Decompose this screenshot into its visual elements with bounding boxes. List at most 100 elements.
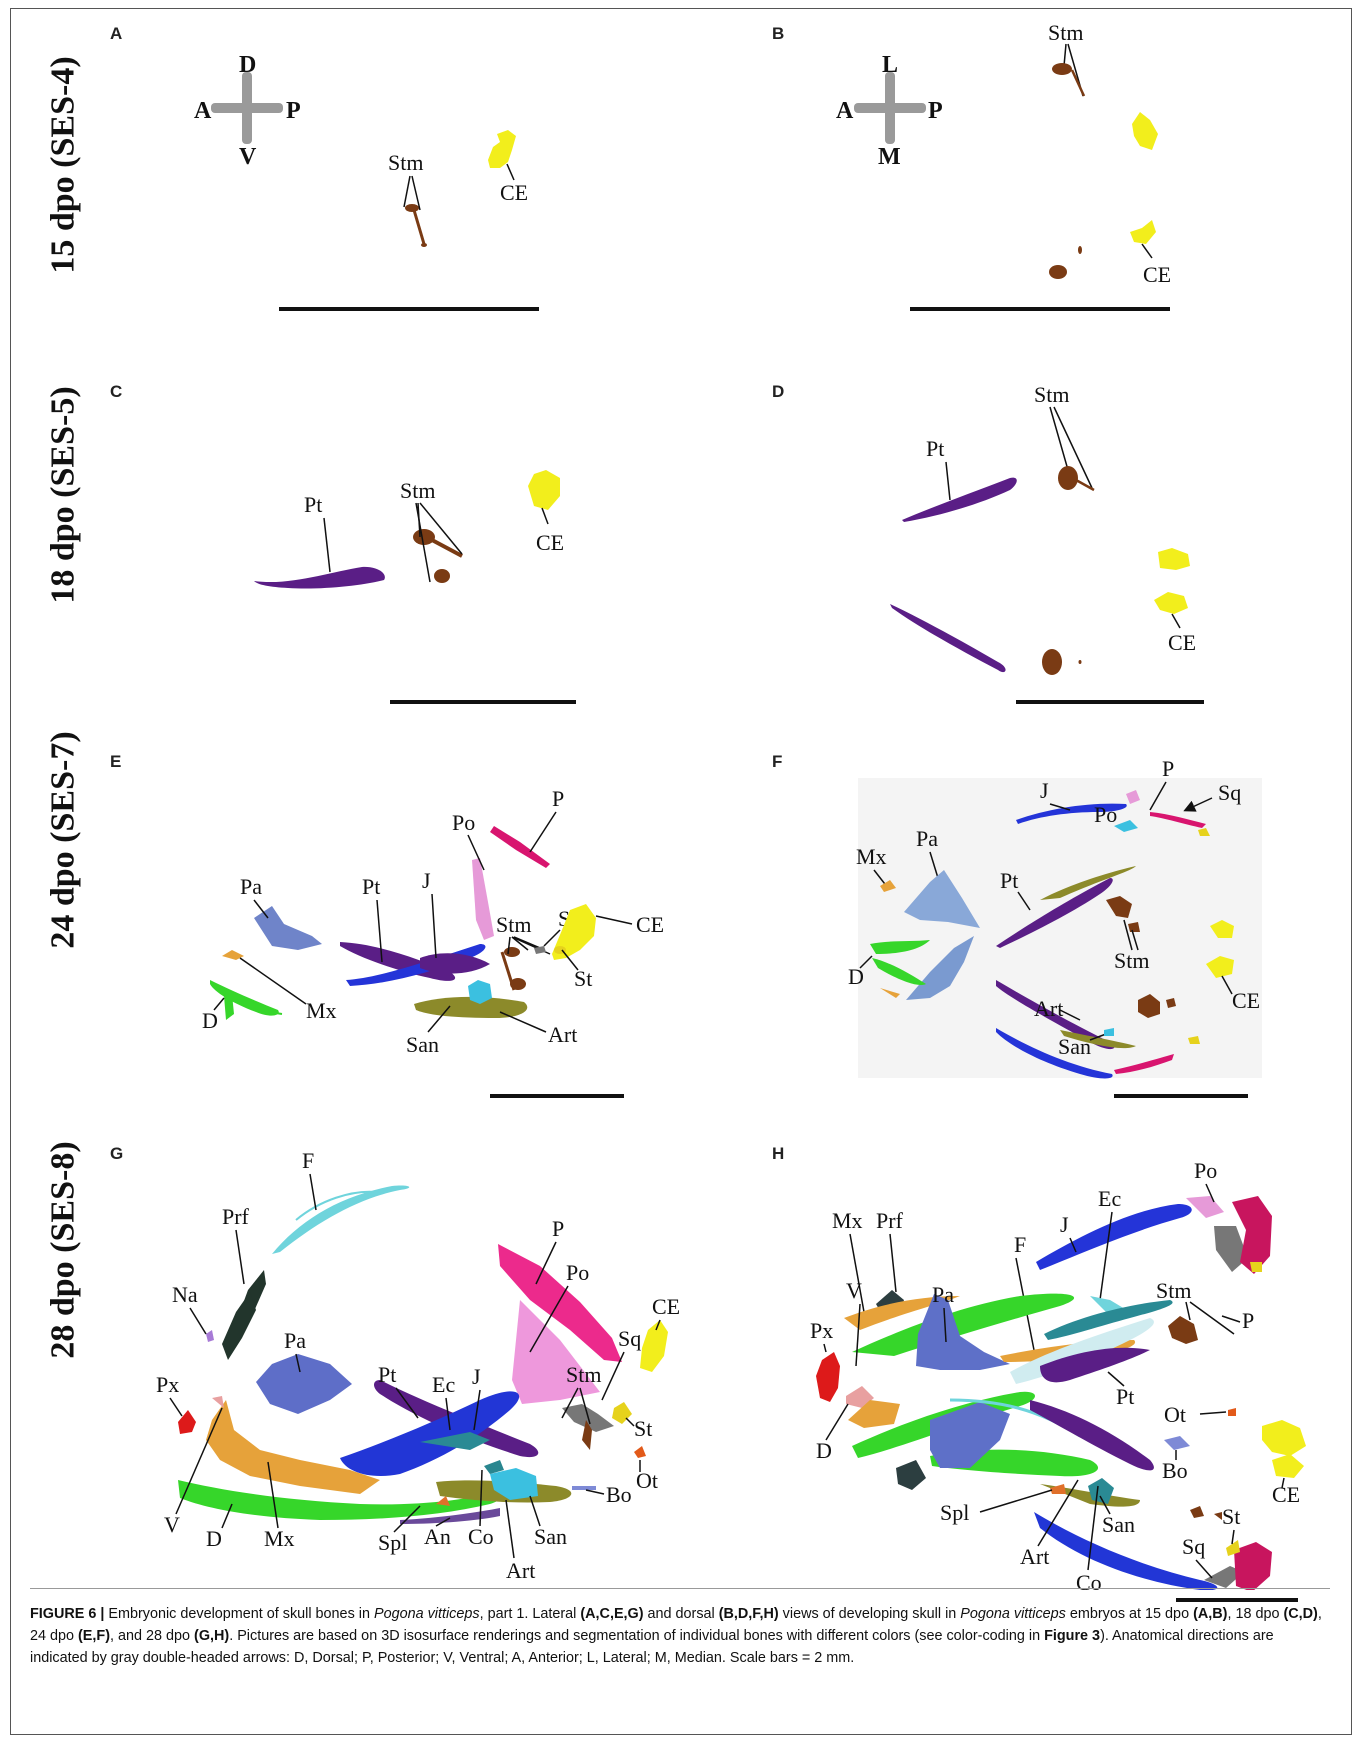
bone-label-pt: Pt: [304, 492, 322, 517]
panel-c: Pt Stm CE: [254, 470, 576, 704]
bone-label-ec: Ec: [1098, 1186, 1121, 1211]
bone-label-d: D: [206, 1526, 222, 1551]
caption-ref: (E,F): [78, 1628, 110, 1644]
bone-label-co: Co: [1076, 1570, 1102, 1590]
bone-label-sq: Sq: [1182, 1534, 1205, 1559]
bone-label-v: V: [164, 1512, 180, 1537]
bone-label-f: F: [302, 1148, 314, 1173]
bone-label-st: St: [574, 966, 592, 991]
scale-bar: [910, 307, 1170, 311]
panel-letter-c: C: [110, 382, 123, 401]
panel-b: L M A P Stm CE: [836, 20, 1171, 311]
bone-label-f: F: [1014, 1232, 1026, 1257]
bone-label-art: Art: [1034, 996, 1063, 1021]
bone-label-pa: Pa: [240, 874, 262, 899]
panel-letter-b: B: [772, 24, 785, 43]
panel-e: P Po Pa Pt J Stm Sq CE St D: [202, 786, 664, 1098]
bone-label-po: Po: [566, 1260, 589, 1285]
compass-direction-l: L: [882, 52, 898, 78]
bone-label-stm: Stm: [566, 1362, 601, 1387]
bone-label-ce: CE: [536, 530, 564, 555]
caption-ref: (B,D,F,H): [718, 1606, 779, 1622]
bone-label-v: V: [846, 1278, 862, 1303]
bone-label-st: St: [634, 1416, 652, 1441]
scale-bar: [390, 700, 576, 704]
panel-letter-a: A: [110, 24, 123, 43]
bone-label-ce: CE: [636, 912, 664, 937]
compass-dorsal: L M A P: [836, 52, 943, 170]
panel-letter-f: F: [772, 752, 783, 771]
bone-label-sq: Sq: [1218, 780, 1241, 805]
caption-text: embryos at 15 dpo: [1065, 1606, 1194, 1622]
caption-text: ). Anatomical directions are indicated b…: [30, 1628, 1274, 1666]
scale-bar: [490, 1094, 624, 1098]
bone-label-ce: CE: [500, 180, 528, 205]
compass-direction-p: P: [286, 98, 301, 124]
bone-label-p: P: [552, 1216, 564, 1241]
caption-text: , and 28 dpo: [110, 1628, 195, 1644]
caption-ref: (G,H): [194, 1628, 230, 1644]
bone-label-j: J: [1040, 778, 1049, 803]
bone-ce: [488, 130, 516, 168]
bone-label-pa: Pa: [284, 1328, 306, 1353]
panel-g: F P Prf Po Na CE Pa Sq Stm Px Pt: [156, 1148, 680, 1583]
bone-label-pa: Pa: [932, 1282, 954, 1307]
bone-label-mx: Mx: [856, 844, 887, 869]
bone-label-sq: Sq: [618, 1326, 641, 1351]
bone-label-ec: Ec: [432, 1372, 455, 1397]
bone-label-d: D: [816, 1438, 832, 1463]
panel-d: Pt Stm CE: [890, 382, 1204, 704]
bone-label-mx: Mx: [832, 1208, 863, 1233]
caption-figure-link[interactable]: Figure 3: [1044, 1628, 1101, 1644]
bone-label-spl: Spl: [940, 1500, 969, 1525]
bone-label-an: An: [424, 1524, 451, 1549]
panel-letter-g: G: [110, 1144, 124, 1163]
bone-label-art: Art: [548, 1022, 577, 1047]
caption-ref: (C,D): [1283, 1606, 1318, 1622]
caption-species: Pogona vitticeps: [960, 1606, 1066, 1622]
caption-text: , 24 dpo: [30, 1606, 1322, 1644]
caption-text: views of developing skull in: [778, 1606, 961, 1622]
bone-label-d: D: [202, 1008, 218, 1033]
bone-label-stm: Stm: [496, 912, 531, 937]
bone-label-stm: Stm: [1114, 948, 1149, 973]
bone-label-ot: Ot: [636, 1468, 658, 1493]
bone-label-art: Art: [506, 1558, 535, 1583]
bone-label-pt: Pt: [378, 1362, 396, 1387]
bone-label-pt: Pt: [926, 436, 944, 461]
bone-stapes: [405, 204, 427, 247]
bone-label-ce: CE: [1143, 262, 1171, 287]
compass-direction-a: A: [836, 98, 854, 124]
bone-label-san: San: [406, 1032, 439, 1057]
panel-h: Po J Ec Mx Prf F Pa Stm V P Px Pt: [810, 1158, 1306, 1590]
bone-label-stm: Stm: [1034, 382, 1069, 407]
scale-bar-h: [1176, 1598, 1298, 1602]
caption-text: . Pictures are based on 3D isosurface re…: [229, 1628, 1045, 1644]
bone-label-pa: Pa: [916, 826, 938, 851]
bone-label-bo: Bo: [1162, 1458, 1188, 1483]
compass-lateral: D V A P: [194, 52, 301, 170]
compass-direction-m: M: [878, 144, 901, 170]
bone-label-ce: CE: [652, 1294, 680, 1319]
caption-ref: (A,C,E,G): [580, 1606, 644, 1622]
bone-label-stm: Stm: [1048, 20, 1083, 45]
compass-direction-p: P: [928, 98, 943, 124]
bone-label-ce: CE: [1232, 988, 1260, 1013]
bone-label-pt: Pt: [1000, 868, 1018, 893]
caption-text: and dorsal: [643, 1606, 719, 1622]
compass-direction-v: V: [239, 144, 257, 170]
bone-label-ot: Ot: [1164, 1402, 1186, 1427]
caption-text: , part 1. Lateral: [479, 1606, 581, 1622]
bone-label-po: Po: [1194, 1158, 1217, 1183]
compass-direction-a: A: [194, 98, 212, 124]
panel-letter-d: D: [772, 382, 785, 401]
bone-label-p: P: [1162, 756, 1174, 781]
bone-label-st: St: [1222, 1504, 1240, 1529]
figure-artwork: D V A P Stm CE L M A P Stm: [156, 20, 1306, 1590]
bone-label-stm: Stm: [400, 478, 435, 503]
bone-label-px: Px: [156, 1372, 179, 1397]
bone-label-san: San: [534, 1524, 567, 1549]
bone-label-j: J: [472, 1364, 481, 1389]
bone-label-p: P: [1242, 1308, 1254, 1333]
caption-text: , 18 dpo: [1227, 1606, 1284, 1622]
